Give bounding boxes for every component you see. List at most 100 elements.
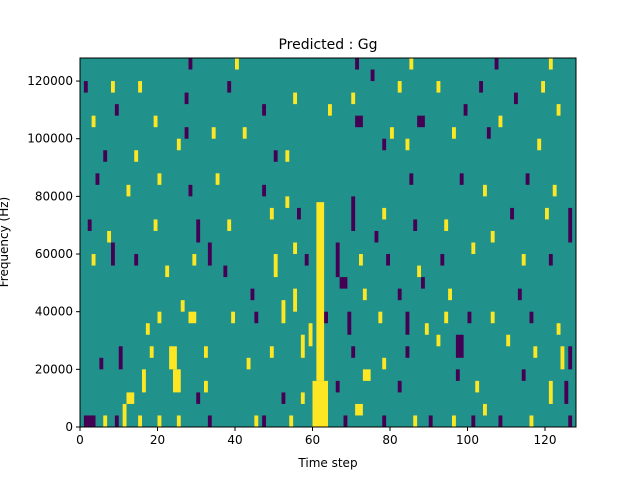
heatmap-cell	[533, 346, 538, 358]
heatmap-cell	[254, 415, 259, 427]
y-tick-label: 120000	[27, 74, 73, 88]
heatmap-cell	[207, 415, 212, 427]
heatmap-cell	[347, 311, 352, 335]
x-tick-label: 20	[150, 433, 165, 447]
heatmap-cell	[196, 392, 201, 404]
heatmap-cell	[351, 196, 356, 231]
heatmap-cell	[300, 334, 305, 358]
heatmap-cell	[118, 346, 123, 370]
y-tick-label: 0	[65, 420, 73, 434]
heatmap-cell	[483, 403, 487, 416]
heatmap-cell	[343, 415, 348, 427]
heatmap-cell	[273, 150, 278, 162]
y-axis: 0 20000 40000 60000 80000 100000 120000	[27, 74, 80, 434]
heatmap-cell	[176, 138, 181, 151]
heatmap-cell	[335, 380, 340, 393]
heatmap-cell	[188, 311, 197, 324]
y-tick-label: 100000	[27, 132, 73, 146]
heatmap-cell	[452, 415, 456, 427]
heatmap-cell	[405, 311, 410, 335]
heatmap-cell	[227, 81, 232, 93]
heatmap-cell	[83, 81, 88, 93]
heatmap-cell	[521, 254, 526, 266]
x-tick-label: 80	[382, 433, 397, 447]
heatmap-cell	[517, 288, 522, 301]
heatmap-cell	[362, 288, 367, 301]
heatmap-cell	[471, 242, 476, 255]
heatmap-cell	[99, 357, 104, 370]
heatmap-cell	[103, 150, 108, 162]
heatmap-cell	[207, 242, 212, 266]
x-tick-label: 100	[456, 433, 479, 447]
heatmap-cell	[87, 219, 92, 231]
heatmap-cell	[157, 415, 162, 427]
heatmap-cell	[506, 334, 511, 347]
x-tick-label: 120	[534, 433, 557, 447]
heatmap-cell	[126, 184, 131, 197]
heatmap-cell	[455, 369, 460, 381]
heatmap-cell	[262, 184, 267, 197]
heatmap-cell	[269, 207, 274, 220]
heatmap-cell	[312, 380, 328, 428]
heatmap-cell	[142, 369, 146, 393]
heatmap-cell	[281, 392, 286, 404]
x-tick-label: 40	[227, 433, 242, 447]
heatmap-cell	[382, 415, 387, 427]
heatmap-cell	[134, 150, 139, 162]
heatmap-cell	[254, 311, 259, 324]
heatmap-cell	[486, 127, 491, 139]
plot-frame	[79, 57, 577, 428]
y-tick-label: 20000	[35, 362, 73, 376]
heatmap-cell	[91, 115, 96, 128]
heatmap-cell	[428, 415, 433, 427]
chart-title: Predicted : Gg	[278, 37, 377, 53]
heatmap-cell	[293, 92, 298, 105]
heatmap-cell	[107, 230, 112, 243]
heatmap-cell	[417, 265, 422, 278]
heatmap-cell	[405, 138, 410, 151]
heatmap-cell	[281, 300, 286, 324]
heatmap-cell	[409, 58, 414, 70]
heatmap-cell	[215, 173, 220, 185]
heatmap-cell	[269, 346, 274, 358]
heatmap-cell	[568, 415, 573, 427]
heatmap-cell	[568, 346, 573, 370]
heatmap-cell	[374, 230, 379, 243]
heatmap-cell	[339, 277, 348, 289]
heatmap-cell	[560, 346, 565, 370]
heatmap-cell	[397, 288, 402, 301]
heatmap-cell	[285, 150, 290, 162]
heatmap-cell	[122, 403, 127, 427]
heatmap-cell	[273, 254, 278, 278]
heatmap-cell	[95, 173, 100, 185]
heatmap-cell	[378, 311, 383, 324]
heatmap-cell	[479, 81, 484, 93]
heatmap-cell	[111, 242, 115, 266]
heatmap-cell	[552, 184, 557, 197]
heatmap-cell	[413, 415, 418, 427]
heatmap-cell	[335, 242, 340, 278]
heatmap-cell	[184, 127, 189, 139]
heatmap-cell	[498, 415, 503, 427]
heatmap-cell	[231, 311, 236, 324]
heatmap-cell	[452, 127, 456, 139]
heatmap-cell	[537, 138, 542, 151]
heatmap-cell	[564, 380, 569, 404]
heatmap-cell	[355, 115, 363, 128]
heatmap-cell	[382, 357, 387, 370]
heatmap-cell	[126, 392, 135, 404]
heatmap-cell	[436, 81, 441, 93]
heatmap-cell	[157, 173, 162, 185]
heatmap-cell	[173, 369, 181, 393]
heatmap-cell	[455, 334, 464, 358]
heatmap-cell	[417, 115, 425, 128]
heatmap-cell	[448, 288, 453, 301]
heatmap-cell	[103, 415, 108, 427]
heatmap-cell	[362, 369, 371, 381]
heatmap-cell	[289, 415, 294, 427]
heatmap-cell	[91, 254, 96, 266]
heatmap-cell	[308, 323, 313, 347]
heatmap-cell	[510, 207, 515, 220]
heatmap-cell	[304, 254, 309, 266]
